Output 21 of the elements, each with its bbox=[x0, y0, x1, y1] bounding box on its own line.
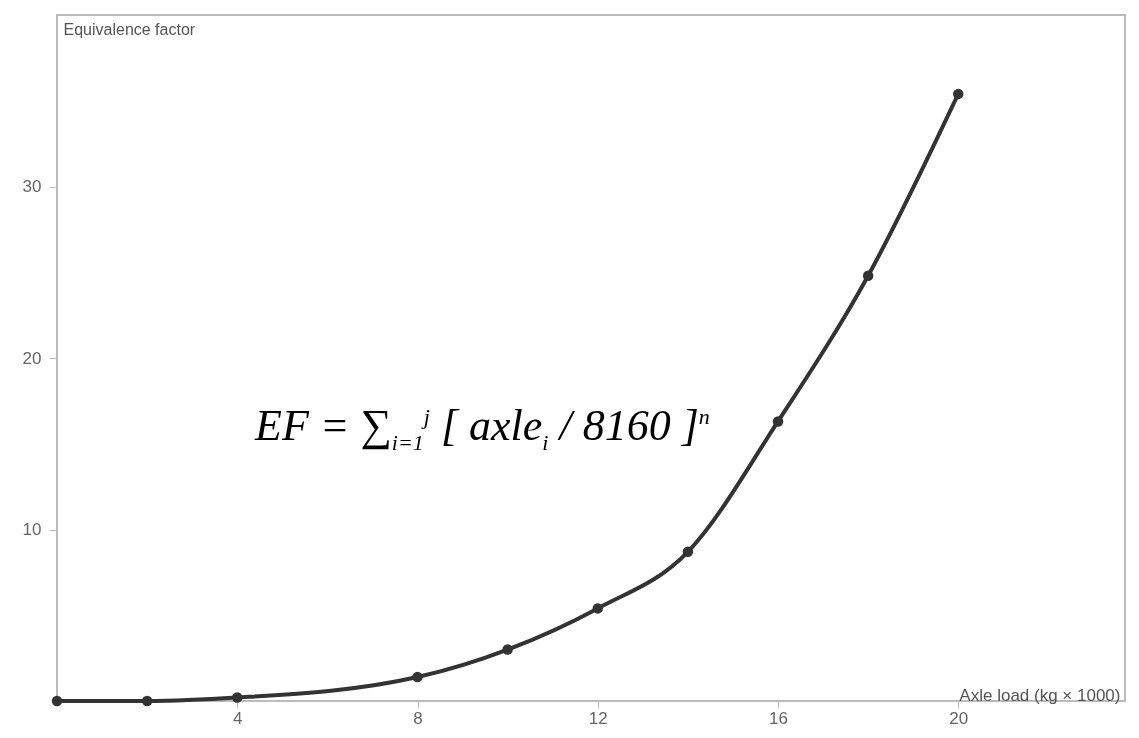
x-tick-label: 8 bbox=[413, 708, 423, 728]
point bbox=[772, 416, 784, 427]
annotation: EF = ∑$_{i=1}$$^{j}$ [ axle$_{i}$ / 8160 ]$^{n}$ bbox=[255, 400, 710, 456]
x-tick-label: 16 bbox=[769, 708, 788, 728]
x-tick-label: 20 bbox=[949, 708, 969, 728]
point bbox=[953, 88, 964, 100]
y-tick-label: 10 bbox=[22, 520, 42, 539]
x-axis-title: Axle load (kg × 1000) bbox=[959, 685, 1121, 705]
point bbox=[232, 692, 243, 703]
y-axis-title: Equivalence factor bbox=[63, 20, 196, 38]
point bbox=[51, 695, 63, 707]
x-tick-label: 4 bbox=[233, 708, 243, 728]
point bbox=[862, 270, 874, 281]
x-tick-label: 12 bbox=[588, 708, 608, 728]
point bbox=[141, 695, 153, 707]
point bbox=[592, 603, 603, 614]
y-tick-label: 20 bbox=[22, 348, 42, 368]
point bbox=[682, 546, 694, 558]
point bbox=[502, 644, 513, 655]
point bbox=[412, 671, 423, 683]
y-tick-label: 30 bbox=[22, 177, 42, 196]
